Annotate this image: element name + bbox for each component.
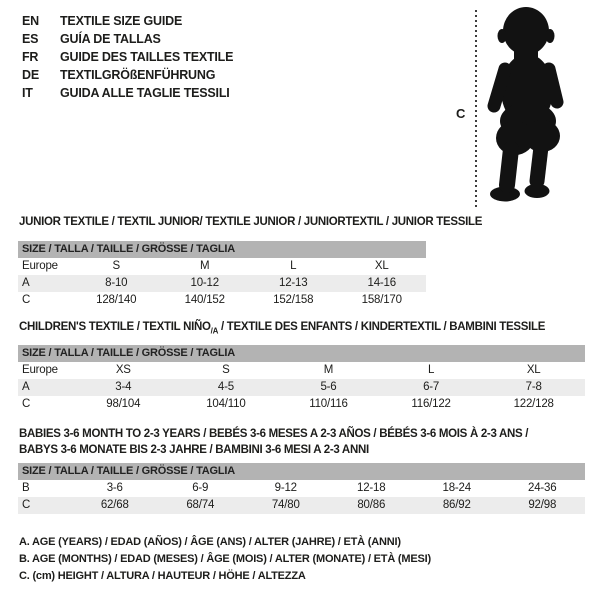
language-row-it: IT GUIDA ALLE TAGLIE TESSILI xyxy=(22,84,233,102)
size-cell: 92/98 xyxy=(528,499,557,511)
size-cell: 5-6 xyxy=(320,381,337,393)
junior-section-title: JUNIOR TEXTILE / TEXTIL JUNIOR/ TEXTILE … xyxy=(19,216,483,228)
size-cell: 24-36 xyxy=(528,482,557,494)
size-cell: 140/152 xyxy=(184,294,225,306)
language-code: IT xyxy=(22,86,33,100)
table-row: C 128/140 140/152 152/158 158/170 xyxy=(18,292,426,309)
size-cell: 4-5 xyxy=(217,381,234,393)
size-cell: M xyxy=(200,260,210,272)
size-cell: 14-16 xyxy=(367,277,397,289)
size-cell: 68/74 xyxy=(186,499,215,511)
height-measure-dotted-line xyxy=(475,10,477,208)
size-cell: M xyxy=(323,364,334,376)
size-cell: 3-6 xyxy=(106,482,123,494)
row-label: Europe xyxy=(22,364,58,376)
size-cell: 128/140 xyxy=(96,294,137,306)
size-cell: 158/170 xyxy=(361,294,402,306)
size-cell: 12-18 xyxy=(357,482,386,494)
size-cell: 104/110 xyxy=(206,398,246,410)
footnote-b: B. AGE (MONTHS) / EDAD (MESES) / ÂGE (MO… xyxy=(19,553,431,565)
size-cell: 74/80 xyxy=(271,499,300,511)
row-label: A xyxy=(22,381,30,393)
size-cell: L xyxy=(427,364,435,376)
size-cell: 86/92 xyxy=(442,499,471,511)
size-cell: 18-24 xyxy=(442,482,472,494)
junior-size-bar: SIZE / TALLA / TAILLE / GRÖSSE / TAGLIA xyxy=(18,241,426,258)
table-row: B 3-6 6-9 9-12 12-18 18-24 24-36 xyxy=(18,480,585,497)
language-code: FR xyxy=(22,50,39,64)
row-label: B xyxy=(22,482,30,494)
table-row: Europe S M L XL xyxy=(18,258,426,275)
size-cell: 152/158 xyxy=(273,294,314,306)
footnote-list: A. AGE (YEARS) / EDAD (AÑOS) / ÂGE (ANS)… xyxy=(19,534,431,585)
children-title-sub: /A xyxy=(210,326,219,336)
language-label: GUIDA ALLE TAGLIE TESSILI xyxy=(60,86,230,100)
children-size-bar: SIZE / TALLA / TAILLE / GRÖSSE / TAGLIA xyxy=(18,345,585,362)
row-label: C xyxy=(22,499,31,511)
size-cell: 62/68 xyxy=(100,499,129,511)
size-cell: 6-7 xyxy=(423,381,440,393)
row-label: C xyxy=(22,294,31,306)
size-cell: 12-13 xyxy=(279,277,308,289)
size-cell: 116/122 xyxy=(411,398,451,410)
height-measure-label: C xyxy=(456,106,466,121)
language-row-en: EN TEXTILE SIZE GUIDE xyxy=(22,12,233,30)
babies-title-line1: BABIES 3-6 MONTH TO 2-3 YEARS / BEBÉS 3-… xyxy=(19,428,529,440)
children-size-table: SIZE / TALLA / TAILLE / GRÖSSE / TAGLIA … xyxy=(18,345,585,413)
size-cell: 80/86 xyxy=(357,499,386,511)
size-cell: XL xyxy=(526,364,541,376)
size-cell: S xyxy=(112,260,121,272)
babies-size-bar: SIZE / TALLA / TAILLE / GRÖSSE / TAGLIA xyxy=(18,463,585,480)
language-label: GUIDE DES TAILLES TEXTILE xyxy=(60,50,234,64)
size-cell: 7-8 xyxy=(525,381,542,393)
language-label: TEXTILGRÖßENFÜHRUNG xyxy=(60,68,216,82)
language-label: GUÍA DE TALLAS xyxy=(60,32,161,46)
table-row: A 3-4 4-5 5-6 6-7 7-8 xyxy=(18,379,585,396)
footnote-a: A. AGE (YEARS) / EDAD (AÑOS) / ÂGE (ANS)… xyxy=(19,536,401,548)
size-cell: XS xyxy=(115,364,131,376)
table-row: C 62/68 68/74 74/80 80/86 86/92 92/98 xyxy=(18,497,585,514)
language-row-fr: FR GUIDE DES TAILLES TEXTILE xyxy=(22,48,233,66)
language-code: DE xyxy=(22,68,39,82)
size-cell: 6-9 xyxy=(192,482,209,494)
row-label: C xyxy=(22,398,31,410)
babies-size-table: SIZE / TALLA / TAILLE / GRÖSSE / TAGLIA … xyxy=(18,463,585,514)
table-row: C 98/104 104/110 110/116 116/122 122/128 xyxy=(18,396,585,413)
size-cell: 9-12 xyxy=(274,482,297,494)
size-cell: 8-10 xyxy=(105,277,128,289)
children-title-post: / TEXTILE DES ENFANTS / KINDERTEXTIL / B… xyxy=(218,321,546,333)
babies-title-line2: BABYS 3-6 MONATE BIS 2-3 JAHRE / BAMBINI… xyxy=(19,444,369,456)
size-cell: XL xyxy=(374,260,389,272)
language-code: ES xyxy=(22,32,39,46)
language-code: EN xyxy=(22,14,39,28)
babies-section-title: BABIES 3-6 MONTH TO 2-3 YEARS / BEBÉS 3-… xyxy=(19,426,529,458)
size-cell: 98/104 xyxy=(106,398,141,410)
table-row: A 8-10 10-12 12-13 14-16 xyxy=(18,275,426,292)
children-title-pre: CHILDREN'S TEXTILE / TEXTIL NIÑO xyxy=(19,321,211,333)
footnote-c: C. (cm) HEIGHT / ALTURA / HAUTEUR / HÖHE… xyxy=(19,570,306,582)
row-label: A xyxy=(22,277,30,289)
row-label: Europe xyxy=(22,260,58,272)
language-list: EN TEXTILE SIZE GUIDE ES GUÍA DE TALLAS … xyxy=(22,12,233,102)
children-section-title: CHILDREN'S TEXTILE / TEXTIL NIÑO/A / TEX… xyxy=(19,321,545,335)
language-label: TEXTILE SIZE GUIDE xyxy=(60,14,183,28)
baby-silhouette-icon xyxy=(487,7,564,202)
size-cell: L xyxy=(290,260,297,272)
size-cell: 122/128 xyxy=(513,398,554,410)
language-row-de: DE TEXTILGRÖßENFÜHRUNG xyxy=(22,66,233,84)
size-cell: 10-12 xyxy=(190,277,220,289)
size-cell: 110/116 xyxy=(309,398,348,410)
junior-size-table: SIZE / TALLA / TAILLE / GRÖSSE / TAGLIA … xyxy=(18,241,426,309)
table-row: Europe XS S M L XL xyxy=(18,362,585,379)
language-row-es: ES GUÍA DE TALLAS xyxy=(22,30,233,48)
size-cell: 3-4 xyxy=(115,381,132,393)
size-cell: S xyxy=(222,364,230,376)
